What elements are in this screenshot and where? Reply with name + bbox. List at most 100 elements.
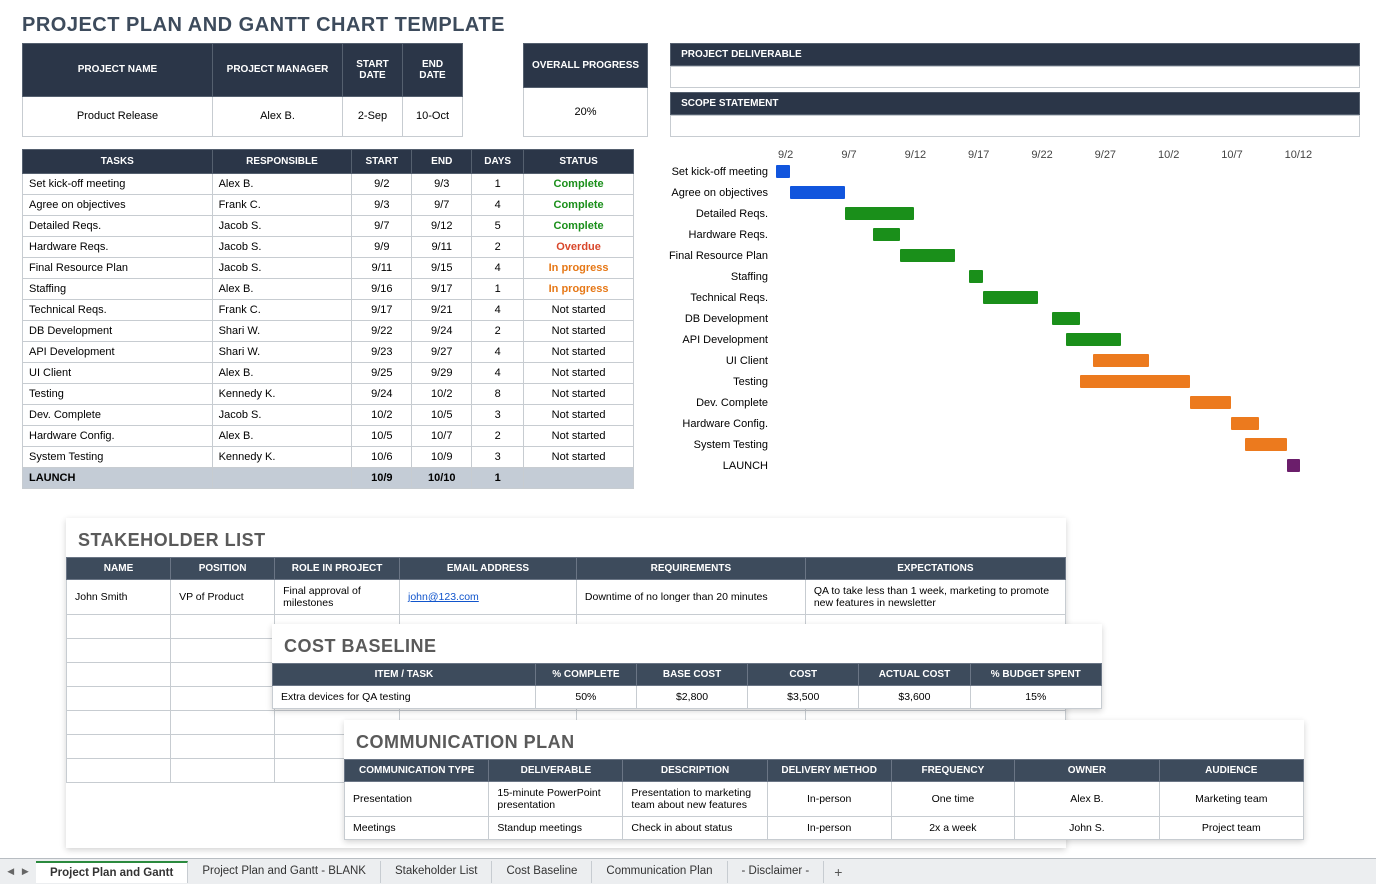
cost-cell[interactable]: $3,500 bbox=[748, 686, 859, 709]
email-link[interactable]: john@123.com bbox=[408, 591, 479, 603]
gantt-bar[interactable] bbox=[790, 186, 845, 199]
gantt-tick: 9/12 bbox=[905, 149, 968, 161]
gantt-bar[interactable] bbox=[845, 207, 914, 220]
sheet-tab[interactable]: Communication Plan bbox=[592, 861, 727, 883]
task-row[interactable]: UI ClientAlex B.9/259/294Not started bbox=[23, 363, 634, 384]
task-cell: 9/24 bbox=[412, 321, 472, 342]
task-cell: 2 bbox=[472, 426, 524, 447]
task-cell: Alex B. bbox=[212, 174, 352, 195]
task-cell: 4 bbox=[472, 258, 524, 279]
cost-cell[interactable]: 50% bbox=[535, 686, 636, 709]
task-cell: API Development bbox=[23, 342, 213, 363]
task-row[interactable]: DB DevelopmentShari W.9/229/242Not start… bbox=[23, 321, 634, 342]
scope-body[interactable] bbox=[670, 115, 1360, 137]
gantt-row: Agree on objectives bbox=[658, 182, 1348, 203]
comm-cell: Marketing team bbox=[1159, 782, 1303, 817]
sheet-tab[interactable]: Stakeholder List bbox=[381, 861, 492, 883]
task-row[interactable]: Set kick-off meetingAlex B.9/29/31Comple… bbox=[23, 174, 634, 195]
gantt-bar[interactable] bbox=[1245, 438, 1286, 451]
cost-cell[interactable]: $3,600 bbox=[859, 686, 970, 709]
task-row[interactable]: API DevelopmentShari W.9/239/274Not star… bbox=[23, 342, 634, 363]
gantt-row: Technical Reqs. bbox=[658, 287, 1348, 308]
task-row[interactable]: LAUNCH10/910/101 bbox=[23, 468, 634, 489]
task-cell: Alex B. bbox=[212, 363, 352, 384]
sheet-tab[interactable]: Cost Baseline bbox=[492, 861, 592, 883]
cost-cell[interactable]: 15% bbox=[970, 686, 1101, 709]
sh-cell[interactable]: John Smith bbox=[67, 580, 171, 615]
sheet-tab[interactable]: Project Plan and Gantt - BLANK bbox=[188, 861, 381, 883]
sheet-tab[interactable]: Project Plan and Gantt bbox=[36, 861, 188, 883]
comm-col: AUDIENCE bbox=[1159, 760, 1303, 782]
task-cell: 3 bbox=[472, 405, 524, 426]
sh-cell[interactable]: Final approval of milestones bbox=[275, 580, 400, 615]
gantt-bar[interactable] bbox=[776, 165, 790, 178]
task-cell: 9/11 bbox=[352, 258, 412, 279]
gantt-bar[interactable] bbox=[1080, 375, 1190, 388]
task-cell: Kennedy K. bbox=[212, 384, 352, 405]
sh-cell[interactable]: QA to take less than 1 week, marketing t… bbox=[805, 580, 1065, 615]
cost-table: ITEM / TASK% COMPLETEBASE COSTCOSTACTUAL… bbox=[272, 663, 1102, 709]
task-cell: 9/3 bbox=[352, 195, 412, 216]
task-cell: Jacob S. bbox=[212, 258, 352, 279]
task-cell: 9/17 bbox=[412, 279, 472, 300]
cost-cell[interactable]: $2,800 bbox=[636, 686, 747, 709]
gantt-bar[interactable] bbox=[983, 291, 1038, 304]
task-cell: Not started bbox=[524, 384, 634, 405]
gantt-bar[interactable] bbox=[1231, 417, 1259, 430]
task-cell: 9/16 bbox=[352, 279, 412, 300]
gantt-tick: 10/2 bbox=[1158, 149, 1221, 161]
task-row[interactable]: StaffingAlex B.9/169/171In progress bbox=[23, 279, 634, 300]
task-cell: Jacob S. bbox=[212, 237, 352, 258]
overall-progress-value: 20% bbox=[524, 87, 648, 136]
comm-row[interactable]: Presentation15-minute PowerPoint present… bbox=[345, 782, 1304, 817]
task-cell: Hardware Config. bbox=[23, 426, 213, 447]
task-row[interactable]: System TestingKennedy K.10/610/93Not sta… bbox=[23, 447, 634, 468]
gantt-bar[interactable] bbox=[1190, 396, 1231, 409]
task-cell: 9/9 bbox=[352, 237, 412, 258]
task-cell: Not started bbox=[524, 342, 634, 363]
deliverable-body[interactable] bbox=[670, 66, 1360, 88]
gantt-bar[interactable] bbox=[873, 228, 901, 241]
add-sheet-button[interactable]: + bbox=[824, 864, 852, 880]
task-row[interactable]: Detailed Reqs.Jacob S.9/79/125Complete bbox=[23, 216, 634, 237]
task-cell: Not started bbox=[524, 426, 634, 447]
task-cell: Hardware Reqs. bbox=[23, 237, 213, 258]
gantt-tick: 10/7 bbox=[1221, 149, 1284, 161]
gantt-bar[interactable] bbox=[1052, 312, 1080, 325]
task-row[interactable]: Technical Reqs.Frank C.9/179/214Not star… bbox=[23, 300, 634, 321]
cost-col: BASE COST bbox=[636, 664, 747, 686]
task-cell: 9/24 bbox=[352, 384, 412, 405]
comm-row[interactable]: MeetingsStandup meetingsCheck in about s… bbox=[345, 817, 1304, 840]
pi-col: START DATE bbox=[343, 44, 403, 97]
gantt-row: Testing bbox=[658, 371, 1348, 392]
task-row[interactable]: Hardware Reqs.Jacob S.9/99/112Overdue bbox=[23, 237, 634, 258]
task-cell: 10/2 bbox=[412, 384, 472, 405]
pi-val[interactable]: 10-Oct bbox=[403, 96, 463, 136]
cost-cell[interactable]: Extra devices for QA testing bbox=[273, 686, 536, 709]
sh-cell[interactable]: Downtime of no longer than 20 minutes bbox=[576, 580, 805, 615]
gantt-bar[interactable] bbox=[1093, 354, 1148, 367]
task-row[interactable]: Dev. CompleteJacob S.10/210/53Not starte… bbox=[23, 405, 634, 426]
tab-nav-icons[interactable]: ◄ ► bbox=[0, 866, 36, 878]
gantt-bar[interactable] bbox=[900, 249, 955, 262]
task-row[interactable]: TestingKennedy K.9/2410/28Not started bbox=[23, 384, 634, 405]
pi-val[interactable]: Product Release bbox=[23, 96, 213, 136]
gantt-bar[interactable] bbox=[1066, 333, 1121, 346]
task-cell: 1 bbox=[472, 468, 524, 489]
pi-val[interactable]: Alex B. bbox=[213, 96, 343, 136]
sheet-tab[interactable]: - Disclaimer - bbox=[728, 861, 825, 883]
task-cell: 4 bbox=[472, 195, 524, 216]
gantt-bar[interactable] bbox=[969, 270, 983, 283]
gantt-bar[interactable] bbox=[1287, 459, 1301, 472]
gantt-tick: 9/17 bbox=[968, 149, 1031, 161]
task-row[interactable]: Agree on objectivesFrank C.9/39/74Comple… bbox=[23, 195, 634, 216]
sh-cell[interactable]: VP of Product bbox=[171, 580, 275, 615]
sh-cell[interactable]: john@123.com bbox=[400, 580, 577, 615]
task-row[interactable]: Hardware Config.Alex B.10/510/72Not star… bbox=[23, 426, 634, 447]
task-row[interactable]: Final Resource PlanJacob S.9/119/154In p… bbox=[23, 258, 634, 279]
task-col: DAYS bbox=[472, 150, 524, 174]
comm-cell: In-person bbox=[767, 782, 891, 817]
pi-val[interactable]: 2-Sep bbox=[343, 96, 403, 136]
cost-title: COST BASELINE bbox=[272, 624, 1102, 663]
task-cell: 9/7 bbox=[412, 195, 472, 216]
